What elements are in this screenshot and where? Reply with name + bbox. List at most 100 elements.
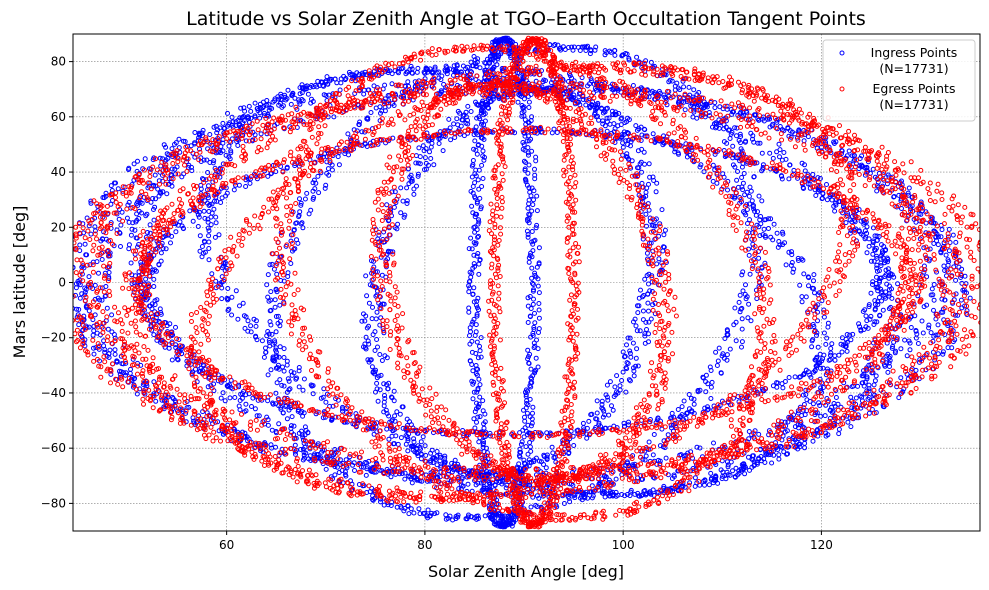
data-point (953, 239, 959, 245)
data-point (200, 127, 206, 133)
data-point (409, 70, 415, 76)
data-point (931, 307, 936, 313)
data-point (201, 208, 207, 214)
data-point (297, 101, 303, 107)
data-point (475, 177, 481, 183)
data-point (774, 149, 780, 155)
data-point (787, 162, 793, 168)
data-point (646, 161, 652, 167)
data-point (853, 395, 859, 401)
data-point (755, 140, 761, 146)
data-point (749, 198, 755, 204)
data-point (518, 441, 524, 447)
data-point (551, 126, 557, 132)
data-point (904, 353, 910, 359)
data-point (541, 77, 547, 83)
data-point (926, 322, 932, 328)
data-point (946, 226, 952, 232)
data-point (539, 68, 544, 74)
data-point (281, 346, 287, 352)
data-point (368, 110, 374, 115)
data-point (103, 190, 109, 196)
data-point (528, 250, 534, 256)
data-point (662, 227, 668, 233)
data-point (916, 211, 922, 217)
data-point (855, 412, 861, 418)
data-point (526, 99, 532, 105)
data-point (940, 349, 946, 355)
data-point (276, 421, 282, 427)
data-point (476, 271, 482, 277)
data-point (866, 243, 872, 249)
data-point (352, 468, 357, 473)
data-point (213, 220, 219, 226)
data-point (398, 435, 404, 441)
data-point (876, 295, 882, 300)
data-point (815, 175, 821, 181)
data-point (694, 115, 700, 121)
data-point (415, 65, 421, 71)
data-point (554, 130, 560, 135)
data-point (325, 166, 331, 172)
data-point (163, 144, 169, 150)
data-point (521, 434, 527, 440)
data-point (943, 252, 949, 258)
data-point (92, 228, 98, 234)
data-point (650, 452, 656, 458)
data-point (77, 242, 83, 248)
data-point (474, 339, 480, 345)
data-point (659, 207, 665, 213)
data-point (530, 410, 535, 416)
data-point (818, 413, 824, 419)
data-point (263, 345, 268, 351)
data-point (746, 252, 752, 258)
data-point (88, 200, 94, 206)
data-point (717, 104, 723, 110)
data-point (304, 190, 310, 196)
data-point (174, 356, 180, 362)
data-point (754, 296, 760, 302)
data-point (345, 131, 351, 137)
data-point (338, 76, 344, 82)
data-point (733, 338, 739, 344)
data-point (928, 330, 934, 336)
data-point (335, 154, 341, 160)
data-point (86, 308, 92, 314)
data-point (671, 472, 677, 478)
data-point (725, 464, 731, 470)
data-point (219, 195, 225, 201)
data-point (530, 202, 536, 208)
data-point (467, 325, 473, 331)
data-point (268, 367, 274, 373)
data-point (165, 155, 171, 161)
data-point (405, 448, 411, 454)
data-point (481, 425, 487, 431)
data-point (557, 74, 563, 80)
data-point (465, 481, 471, 487)
data-point (732, 125, 738, 131)
data-point (933, 332, 939, 338)
data-point (802, 440, 808, 446)
data-point (132, 227, 138, 233)
data-point (742, 471, 748, 477)
data-point (281, 368, 287, 374)
data-point (642, 276, 648, 282)
data-point (332, 472, 338, 478)
data-point (151, 207, 156, 212)
data-point (832, 208, 838, 214)
data-point (531, 197, 536, 203)
data-point (716, 345, 722, 351)
data-point (76, 322, 82, 328)
data-point (277, 344, 283, 350)
data-point (288, 261, 294, 266)
data-point (158, 250, 164, 256)
data-point (248, 108, 254, 114)
data-point (879, 250, 885, 256)
data-point (639, 477, 644, 482)
data-point (952, 312, 958, 318)
data-point (477, 343, 482, 349)
data-point (108, 183, 114, 189)
data-point (908, 325, 914, 330)
data-point (848, 424, 854, 430)
